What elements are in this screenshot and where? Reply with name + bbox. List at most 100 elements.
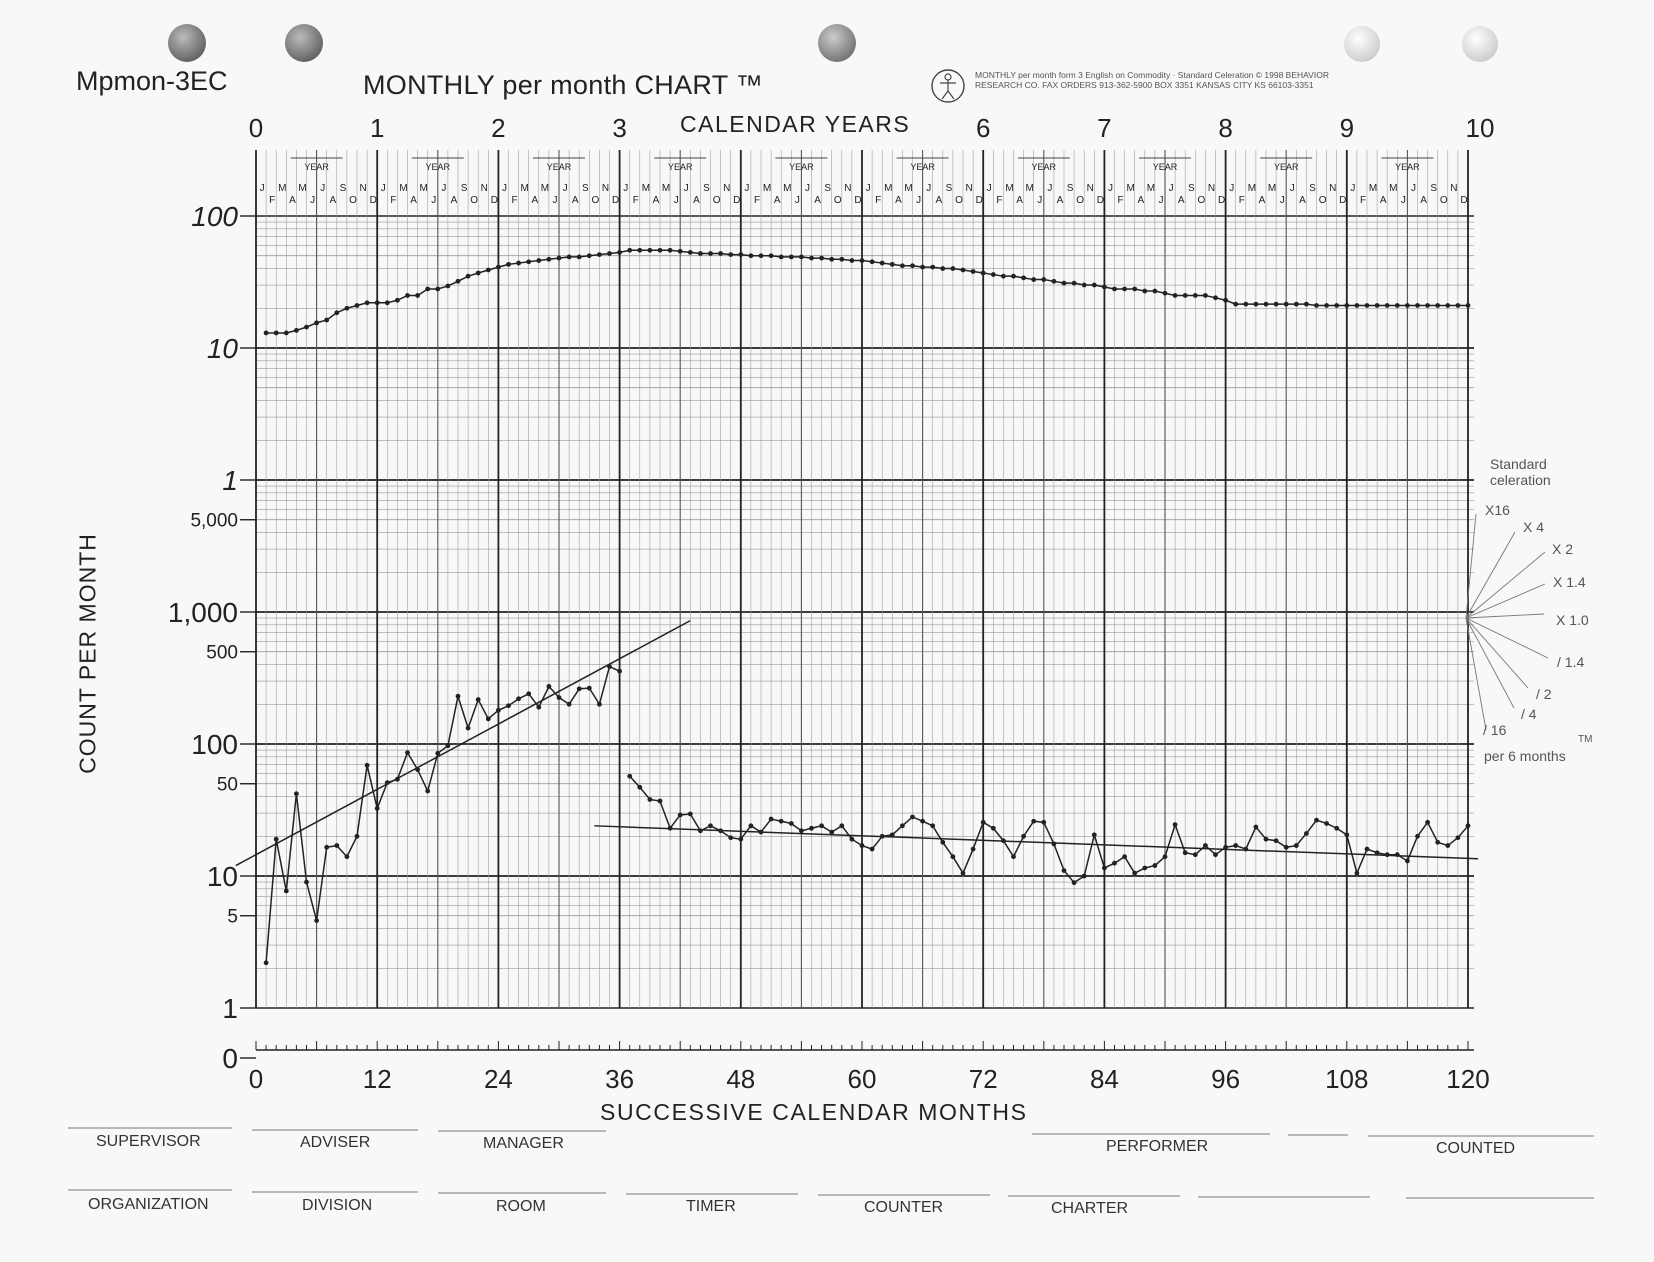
month-letter: O [1076,195,1084,206]
celeration-ray [1465,613,1545,619]
top-axis-tick: 1 [370,113,384,143]
upper-series-point [496,264,501,270]
lower-series-a-point [344,854,350,860]
upper-series-point [869,259,875,265]
upper-series-point [1253,301,1259,307]
top-axis-tick: 6 [976,113,990,143]
lower-series-b-point [1182,850,1188,856]
lower-series-b-point [1071,880,1077,886]
lower-series-b-point [1293,843,1299,848]
lower-series-a-point [566,701,572,707]
x-tick-label: 36 [605,1064,634,1094]
month-letter: M [541,183,549,194]
month-letter: A [653,195,660,206]
lower-series-b-point [1364,846,1370,852]
month-letter: D [491,195,498,206]
upper-series-point [334,310,340,316]
upper-series-point [1213,295,1218,301]
lower-series-b-point [889,832,895,838]
month-letter: J [563,183,568,194]
lower-series-b-point [1192,852,1198,858]
upper-series-point [859,258,865,263]
month-letter: A [289,195,296,206]
upper-series-point [1354,303,1360,308]
upper-series-point [1405,303,1410,308]
y-tick-label: 5 [227,907,238,928]
lower-series-b-point [1041,819,1047,825]
year-band-label: YEAR [910,162,935,172]
behavior-research-logo [931,69,965,103]
month-letter: A [1137,195,1144,206]
upper-series-point [799,254,804,260]
month-letter: O [713,195,721,206]
month-letter: M [278,183,286,194]
lower-series-b-point [1324,821,1329,826]
upper-series-point [435,286,441,292]
upper-series-point [627,247,633,253]
lower-series-a-point [294,791,299,797]
top-axis-tick: 3 [612,113,626,143]
month-letter: F [875,195,881,206]
lower-series-a-point [304,879,309,885]
lower-series-b-point [1142,865,1148,871]
upper-series-point [788,254,794,260]
lower-series-b-point [829,829,835,835]
celeration-label: X 4 [1523,519,1545,535]
top-axis-tick: 10 [1466,113,1495,143]
lower-series-a-point [586,685,592,691]
upper-series-point [637,247,643,253]
lower-series-b-point [1314,817,1319,823]
month-letter: A [410,195,417,206]
year-band-label: YEAR [668,162,693,172]
month-letter: D [1339,195,1346,206]
upper-series-point [1031,277,1037,282]
punch-hole [1462,26,1498,62]
year-band-label: YEAR [304,162,329,172]
month-letter: A [572,195,579,206]
upper-series-point [910,263,915,269]
upper-series-point [819,255,824,261]
upper-series-point [1071,280,1077,286]
year-band-label: YEAR [1153,162,1178,172]
x-tick-label: 60 [848,1064,877,1094]
month-letter: F [1239,195,1245,206]
x-tick-label: 96 [1211,1064,1240,1094]
upper-series-point [1192,293,1198,298]
upper-series-point [1425,303,1430,308]
lower-series-b-point [970,846,976,852]
month-letter: J [1280,195,1285,206]
celeration-label: / 2 [1536,686,1552,702]
lower-series-b-point [1102,865,1107,871]
month-letter: J [502,183,507,194]
month-letter: O [1198,195,1206,206]
upper-series-point [445,283,451,289]
upper-series-point [920,264,925,270]
lower-series-b-point [788,821,794,826]
top-axis-label: CALENDAR YEARS [680,111,911,137]
lower-series-a-point [445,743,451,749]
lower-series-b-point [1304,831,1309,836]
month-letter: J [1290,183,1295,194]
top-axis-tick: 2 [491,113,505,143]
lower-series-a-point [536,704,542,710]
month-letter: N [723,183,730,194]
lower-series-a-point [576,686,582,692]
lower-series-a-point [556,695,562,700]
month-letter: D [976,195,983,206]
timer-label: TIMER [686,1198,736,1215]
charter-label: CHARTER [1051,1200,1129,1217]
supervisor-label: SUPERVISOR [96,1133,201,1150]
lower-series-b-point [950,854,956,860]
month-letter: J [623,183,628,194]
month-letter: N [481,183,488,194]
month-letter: N [1087,183,1094,194]
upper-series-point [778,254,784,260]
month-letter: A [1057,195,1064,206]
upper-series-point [940,266,946,271]
lower-series-a-point [597,701,602,707]
month-letter: N [965,183,972,194]
month-letter: N [359,183,366,194]
month-letter: S [1067,183,1074,194]
month-letter: F [633,195,639,206]
lower-series-b-point [1122,854,1127,860]
